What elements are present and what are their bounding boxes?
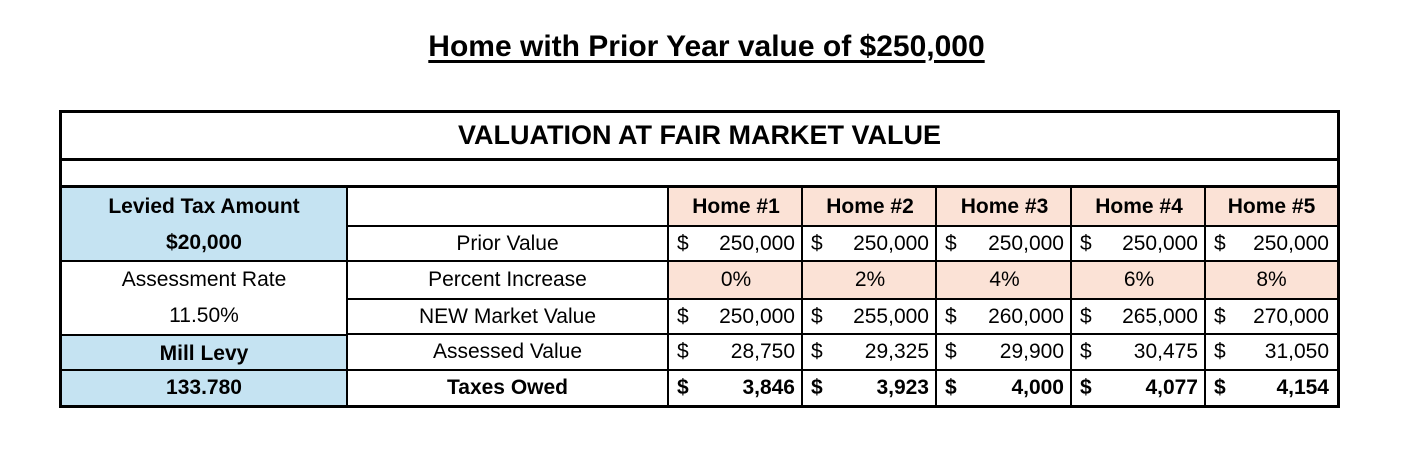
value: 260,000: [988, 304, 1064, 328]
money-cell: $31,050: [1206, 335, 1337, 369]
percent-cell: 0%: [669, 262, 803, 298]
value: 265,000: [1122, 304, 1198, 328]
currency-symbol: $: [677, 376, 689, 399]
money-cell: $260,000: [937, 298, 1072, 335]
row-label: Taxes Owed: [447, 376, 568, 399]
column-divider: [801, 188, 803, 405]
mill-levy-value: 133.780: [62, 371, 346, 405]
value: 270,000: [1253, 304, 1329, 328]
money-cell: $250,000: [1206, 225, 1337, 262]
row-divider: [62, 334, 346, 336]
money-cell: $4,077: [1072, 371, 1206, 405]
column-divider: [346, 188, 348, 405]
mill-levy-label: Mill Levy: [62, 336, 346, 371]
value: 28,750: [730, 340, 795, 363]
currency-symbol: $: [811, 304, 823, 328]
currency-symbol: $: [945, 340, 957, 363]
money-cell: $250,000: [1072, 225, 1206, 262]
levied-tax-label: Levied Tax Amount: [62, 188, 346, 225]
money-cell: $250,000: [669, 225, 803, 262]
currency-symbol: $: [945, 231, 957, 255]
money-cell: $29,900: [937, 335, 1072, 369]
column-divider: [935, 188, 937, 405]
currency-symbol: $: [811, 376, 823, 399]
currency-symbol: $: [945, 304, 957, 328]
currency-symbol: $: [1214, 304, 1226, 328]
currency-symbol: $: [1080, 304, 1092, 328]
levied-tax-value: $20,000: [62, 225, 346, 260]
table-divider: [62, 158, 1337, 161]
money-cell: $28,750: [669, 335, 803, 369]
currency-symbol: $: [945, 376, 957, 399]
column-divider: [667, 188, 669, 405]
value: 250,000: [1122, 231, 1198, 255]
table-divider: [62, 185, 1337, 188]
currency-symbol: $: [1080, 231, 1092, 255]
value: 255,000: [853, 304, 929, 328]
column-divider: [1204, 188, 1206, 405]
value: 29,900: [999, 340, 1064, 363]
value: 29,325: [864, 340, 929, 363]
percent-cell: 8%: [1206, 262, 1337, 298]
row-label: Prior Value: [456, 231, 559, 255]
assessment-rate-label: Assessment Rate: [121, 268, 287, 291]
money-cell: $250,000: [803, 225, 937, 262]
currency-symbol: $: [1214, 376, 1226, 399]
currency-symbol: $: [1080, 340, 1092, 363]
money-cell: $270,000: [1206, 298, 1337, 335]
row-divider: [348, 225, 1337, 227]
money-cell: $250,000: [937, 225, 1072, 262]
money-cell: $255,000: [803, 298, 937, 335]
row-divider: [62, 260, 346, 262]
currency-symbol: $: [677, 340, 689, 363]
row-divider: [348, 333, 1337, 335]
currency-symbol: $: [1080, 376, 1092, 399]
home-header: Home #4: [1072, 188, 1206, 225]
value: 4,154: [1276, 376, 1329, 399]
money-cell: $4,000: [937, 371, 1072, 405]
home-header: Home #3: [937, 188, 1072, 225]
value: 3,846: [742, 376, 795, 399]
money-cell: $265,000: [1072, 298, 1206, 335]
percent-cell: 6%: [1072, 262, 1206, 298]
row-label: Assessed Value: [432, 340, 583, 363]
value: 250,000: [988, 231, 1064, 255]
value: 250,000: [853, 231, 929, 255]
value: 4,000: [1011, 376, 1064, 399]
money-cell: $30,475: [1072, 335, 1206, 369]
currency-symbol: $: [1214, 231, 1226, 255]
section-title: VALUATION AT FAIR MARKET VALUE: [458, 120, 941, 150]
home-header: Home #2: [803, 188, 937, 225]
value: 250,000: [1253, 231, 1329, 255]
value: 30,475: [1133, 340, 1198, 363]
money-cell: $250,000: [669, 298, 803, 335]
page-title: Home with Prior Year value of $250,000: [428, 30, 985, 63]
currency-symbol: $: [677, 231, 689, 255]
row-label: NEW Market Value: [419, 304, 596, 328]
column-divider: [1070, 188, 1072, 405]
money-cell: $3,923: [803, 371, 937, 405]
row-divider: [348, 298, 1337, 300]
money-cell: $29,325: [803, 335, 937, 369]
money-cell: $4,154: [1206, 371, 1337, 405]
value: 250,000: [719, 304, 795, 328]
money-cell: $3,846: [669, 371, 803, 405]
value: 4,077: [1145, 376, 1198, 399]
row-divider: [348, 260, 1337, 262]
assessment-rate-value: 11.50%: [169, 304, 239, 327]
row-divider: [62, 369, 1337, 371]
currency-symbol: $: [811, 231, 823, 255]
home-header: Home #5: [1206, 188, 1337, 225]
value: 250,000: [719, 231, 795, 255]
value: 31,050: [1264, 340, 1329, 363]
valuation-table: VALUATION AT FAIR MARKET VALUE Levied Ta…: [59, 110, 1340, 408]
row-label: Percent Increase: [428, 268, 587, 291]
value: 3,923: [876, 376, 929, 399]
currency-symbol: $: [811, 340, 823, 363]
currency-symbol: $: [677, 304, 689, 328]
home-header: Home #1: [669, 188, 803, 225]
percent-cell: 4%: [937, 262, 1072, 298]
currency-symbol: $: [1214, 340, 1226, 363]
percent-cell: 2%: [803, 262, 937, 298]
